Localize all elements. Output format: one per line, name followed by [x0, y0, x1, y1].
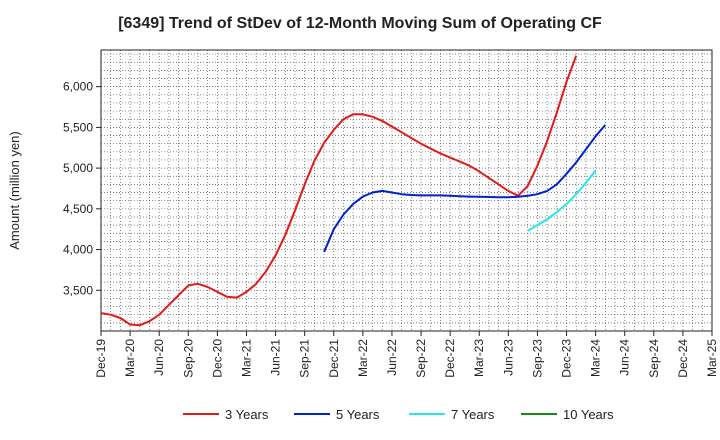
y-tick-label: 4,000	[63, 243, 93, 257]
x-tick-label: Mar-25	[705, 339, 719, 377]
plot-area	[101, 50, 712, 331]
x-tick-label: Jun-24	[618, 339, 632, 376]
y-tick-label: 6,000	[63, 80, 93, 94]
series-line-5-years	[323, 124, 607, 253]
x-tick-label: Dec-24	[676, 339, 690, 378]
x-tick-label: Mar-23	[472, 339, 486, 377]
x-tick-label: Sep-22	[414, 339, 428, 378]
legend-label: 7 Years	[451, 407, 495, 422]
x-tick-label: Sep-20	[181, 339, 195, 378]
plot-border	[100, 49, 713, 332]
x-tick-label: Jun-23	[501, 339, 515, 376]
legend-label: 3 Years	[225, 407, 269, 422]
x-tick-label: Dec-20	[210, 339, 224, 378]
x-tick-label: Jun-22	[385, 339, 399, 376]
x-tick-label: Jun-21	[269, 339, 283, 376]
y-axis-label: Amount (million yen)	[7, 131, 22, 250]
x-tick-label: Jun-20	[152, 339, 166, 376]
x-tick-label: Sep-23	[530, 339, 544, 378]
x-tick-label: Dec-21	[327, 339, 341, 378]
x-tick-label: Dec-19	[94, 339, 108, 378]
x-tick-label: Dec-23	[560, 339, 574, 378]
series-line-7-years	[527, 169, 597, 232]
y-tick-label: 3,500	[63, 283, 93, 297]
x-tick-label: Dec-22	[443, 339, 457, 378]
x-tick-label: Sep-24	[647, 339, 661, 378]
y-tick-label: 5,000	[63, 161, 93, 175]
legend-label: 10 Years	[563, 407, 614, 422]
x-tick-label: Mar-24	[589, 339, 603, 377]
y-tick-label: 4,500	[63, 202, 93, 216]
x-tick-label: Sep-21	[298, 339, 312, 378]
x-tick-label: Mar-21	[239, 339, 253, 377]
x-tick-label: Mar-20	[123, 339, 137, 377]
chart-title: [6349] Trend of StDev of 12-Month Moving…	[118, 15, 602, 32]
x-tick-label: Mar-22	[356, 339, 370, 377]
series-line-3-years	[100, 55, 578, 327]
legend-label: 5 Years	[336, 407, 380, 422]
y-tick-label: 5,500	[63, 120, 93, 134]
